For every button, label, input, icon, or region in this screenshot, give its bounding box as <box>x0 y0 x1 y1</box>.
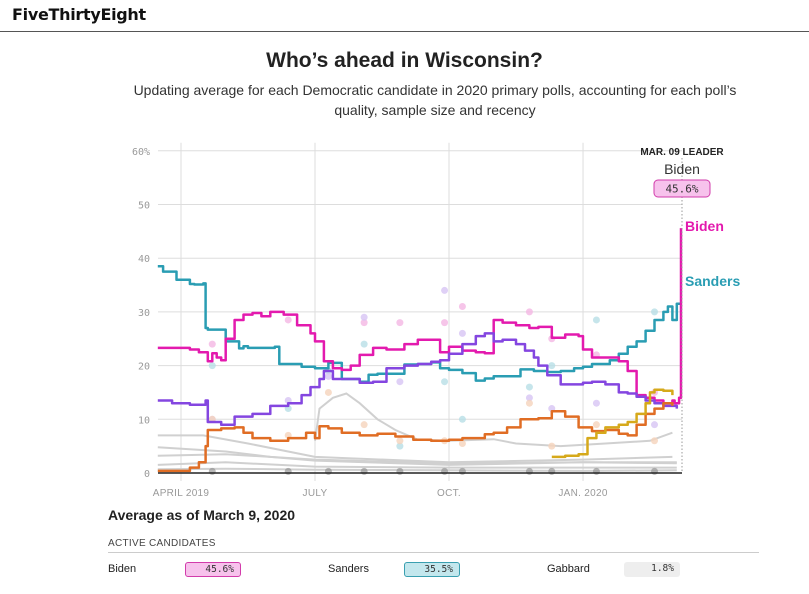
poll-dot <box>360 340 368 348</box>
poll-dot-minor <box>208 467 216 475</box>
average-heading: Average as of March 9, 2020 <box>108 507 296 523</box>
minor-candidate-line <box>448 431 673 448</box>
end-label-sanders: Sanders <box>685 273 740 289</box>
poll-dot <box>324 388 332 396</box>
poll-dot-minor <box>396 467 404 475</box>
poll-dot <box>324 372 332 380</box>
poll-dot <box>441 378 449 386</box>
poll-dot <box>458 329 466 337</box>
poll-dot <box>360 313 368 321</box>
candidate-value-gabbard: 1.8% <box>624 562 680 577</box>
poll-dot <box>525 308 533 316</box>
poll-dot <box>396 378 404 386</box>
x-tick-label: APRIL 2019 <box>153 488 210 499</box>
poll-dot-minor <box>592 467 600 475</box>
x-tick-label: OCT. <box>437 488 461 499</box>
poll-dot-minor <box>458 467 466 475</box>
poll-dot-minor <box>525 467 533 475</box>
candidate-name-biden: Biden <box>108 563 137 575</box>
poll-dot <box>592 316 600 324</box>
minor-candidate-line <box>157 461 677 469</box>
y-tick-label: 60% <box>132 147 150 158</box>
poll-dot-minor <box>548 467 556 475</box>
x-tick-label: JULY <box>303 488 328 499</box>
poll-dot <box>396 319 404 327</box>
poll-dot <box>208 362 216 370</box>
y-tick-label: 0 <box>144 469 150 480</box>
y-tick-label: 10 <box>138 415 150 426</box>
poll-dot <box>458 303 466 311</box>
poll-dot <box>441 286 449 294</box>
candidate-value-sanders: 35.5% <box>404 562 460 577</box>
leader-name: Biden <box>664 161 700 177</box>
y-tick-label: 40 <box>138 254 150 265</box>
poll-dot <box>441 319 449 327</box>
poll-dot-minor <box>284 467 292 475</box>
poll-dot-minor <box>324 467 332 475</box>
poll-dot <box>208 340 216 348</box>
chart-title: Who’s ahead in Wisconsin? <box>266 49 543 72</box>
end-label-biden: Biden <box>685 218 724 234</box>
poll-dot <box>548 442 556 450</box>
candidate-name-gabbard: Gabbard <box>547 563 590 575</box>
y-tick-label: 50 <box>138 201 150 212</box>
poll-dot <box>651 437 659 445</box>
site-logo[interactable]: FiveThirtyEight <box>12 5 146 24</box>
poll-dot-minor <box>441 467 449 475</box>
poll-dot-minor <box>651 467 659 475</box>
poll-dot <box>651 421 659 429</box>
poll-dot <box>458 439 466 447</box>
leader-heading: MAR. 09 LEADER <box>640 147 724 158</box>
poll-dot <box>396 442 404 450</box>
candidate-name-sanders: Sanders <box>328 563 369 575</box>
poll-dot <box>458 415 466 423</box>
poll-dot <box>592 421 600 429</box>
divider <box>108 552 759 553</box>
poll-dot <box>525 383 533 391</box>
poll-dot <box>360 421 368 429</box>
candidate-value-biden: 45.6% <box>185 562 241 577</box>
poll-dot <box>548 362 556 370</box>
top-bar: FiveThirtyEight <box>0 0 809 32</box>
chart-subtitle: Updating average for each Democratic can… <box>133 82 737 118</box>
leader-value: 45.6% <box>665 183 698 196</box>
poll-dot <box>525 399 533 407</box>
active-candidates-label: ACTIVE CANDIDATES <box>108 538 216 549</box>
poll-dot <box>396 437 404 445</box>
poll-dot <box>592 399 600 407</box>
leader-value-badge <box>653 179 711 198</box>
poll-dot <box>360 319 368 327</box>
series-line-biden[interactable] <box>157 228 683 405</box>
poll-dot <box>525 394 533 402</box>
series-line-klobuchar[interactable] <box>551 388 674 459</box>
poll-dot-minor <box>360 467 368 475</box>
minor-candidate-line <box>157 453 677 465</box>
y-tick-label: 30 <box>138 308 150 319</box>
minor-candidate-line <box>157 434 673 464</box>
series-line-buttigieg[interactable] <box>157 401 674 473</box>
poll-dot <box>284 316 292 324</box>
poll-dot <box>651 308 659 316</box>
y-tick-label: 20 <box>138 362 150 373</box>
polling-average-chart[interactable]: 0 10 20 30 40 50 60% APRIL 2019 JULY OCT. JAN. 202… <box>0 0 809 500</box>
x-tick-label: JAN. 2020 <box>558 488 608 499</box>
series-line-warren[interactable] <box>157 332 679 426</box>
